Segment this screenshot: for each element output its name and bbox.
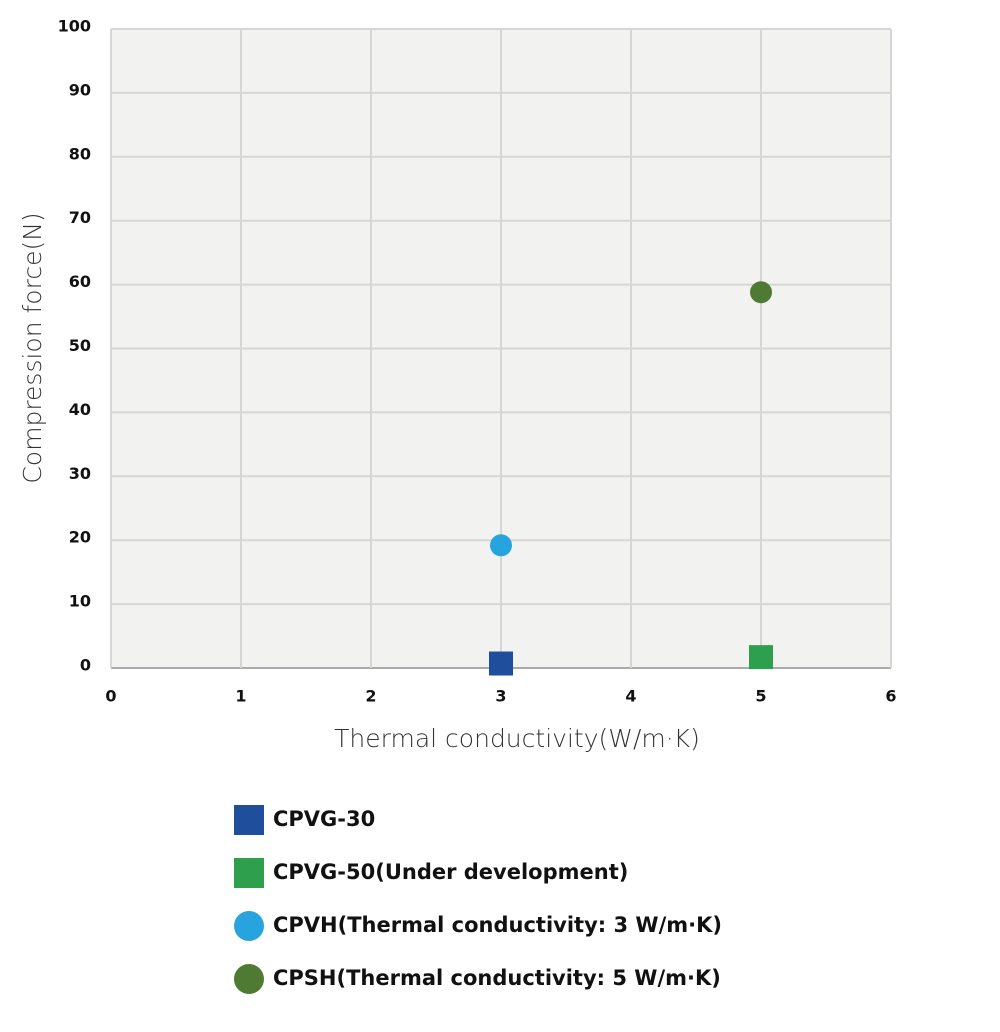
marker <box>489 651 513 676</box>
y-tick-label: 40 <box>69 400 91 419</box>
legend-label: CPVG-30 <box>273 807 375 831</box>
legend-marker <box>234 858 264 888</box>
y-tick-label: 30 <box>69 464 91 483</box>
x-tick-label: 0 <box>105 687 116 706</box>
x-tick-label: 5 <box>755 687 766 706</box>
marker <box>490 534 512 557</box>
y-tick-label: 0 <box>80 656 91 675</box>
x-axis-label: Thermal conductivity(W/m·K) <box>334 724 700 753</box>
x-tick-label: 1 <box>235 687 246 706</box>
legend-marker <box>234 964 264 994</box>
x-tick-label: 3 <box>495 687 506 706</box>
marker <box>750 281 772 304</box>
x-tick-label: 2 <box>365 687 376 706</box>
y-tick-label: 50 <box>69 336 91 355</box>
y-tick-label: 100 <box>58 17 91 36</box>
legend-marker <box>234 805 264 835</box>
x-tick-label: 6 <box>885 687 896 706</box>
y-tick-label: 20 <box>69 528 91 547</box>
marker <box>749 645 773 670</box>
legend-label: CPVH(Thermal conductivity: 3 W/m·K) <box>273 913 722 937</box>
y-tick-label: 60 <box>69 272 91 291</box>
y-axis-label: Compression force(N) <box>18 212 47 483</box>
legend-label: CPSH(Thermal conductivity: 5 W/m·K) <box>273 966 721 990</box>
x-tick-label: 4 <box>625 687 636 706</box>
y-tick-label: 80 <box>69 144 91 163</box>
legend-label: CPVG-50(Under development) <box>273 860 628 884</box>
y-tick-label: 10 <box>69 592 91 611</box>
legend-marker <box>234 911 264 941</box>
y-tick-label: 70 <box>69 208 91 227</box>
y-tick-label: 90 <box>69 80 91 99</box>
